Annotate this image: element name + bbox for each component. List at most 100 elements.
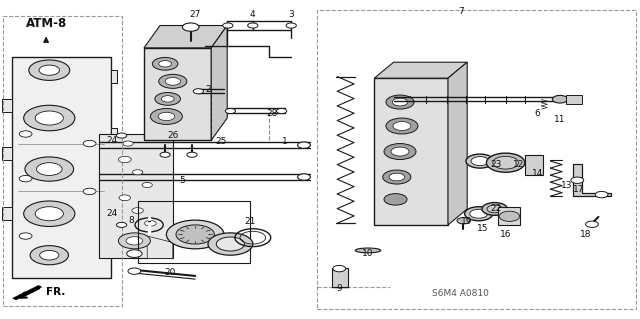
Text: 3: 3 bbox=[289, 10, 294, 19]
Circle shape bbox=[126, 237, 143, 245]
Circle shape bbox=[29, 60, 70, 80]
Circle shape bbox=[30, 246, 68, 265]
Text: 20: 20 bbox=[164, 268, 175, 277]
Circle shape bbox=[286, 23, 296, 28]
Circle shape bbox=[152, 57, 178, 70]
Circle shape bbox=[127, 250, 142, 257]
Bar bbox=[3, 16, 122, 306]
Circle shape bbox=[24, 105, 75, 131]
Circle shape bbox=[40, 250, 59, 260]
Circle shape bbox=[35, 207, 63, 221]
Circle shape bbox=[119, 195, 131, 201]
Polygon shape bbox=[2, 207, 12, 220]
Circle shape bbox=[25, 157, 74, 181]
Circle shape bbox=[487, 205, 502, 213]
Circle shape bbox=[499, 211, 520, 221]
Circle shape bbox=[83, 140, 96, 147]
Circle shape bbox=[116, 222, 127, 227]
Bar bbox=[374, 78, 448, 225]
Text: 16: 16 bbox=[500, 230, 511, 239]
Text: 24: 24 bbox=[106, 209, 118, 218]
Text: 7: 7 bbox=[458, 7, 463, 16]
Bar bbox=[525, 155, 543, 175]
Bar bbox=[138, 201, 250, 263]
Polygon shape bbox=[2, 147, 12, 160]
Circle shape bbox=[159, 61, 172, 67]
Text: 27: 27 bbox=[189, 10, 201, 19]
Circle shape bbox=[486, 153, 525, 172]
Text: 26: 26 bbox=[167, 131, 179, 140]
Text: 15: 15 bbox=[477, 224, 489, 233]
Circle shape bbox=[276, 108, 287, 114]
Text: 17: 17 bbox=[573, 185, 585, 194]
Text: 11: 11 bbox=[554, 115, 566, 124]
Circle shape bbox=[552, 95, 568, 103]
Bar bbox=[566, 95, 582, 104]
Polygon shape bbox=[111, 70, 117, 83]
Text: FR.: FR. bbox=[46, 287, 65, 297]
Circle shape bbox=[166, 220, 224, 249]
Polygon shape bbox=[211, 26, 227, 140]
Text: 12: 12 bbox=[513, 160, 524, 169]
Circle shape bbox=[465, 207, 493, 221]
Circle shape bbox=[176, 225, 214, 244]
Text: 22: 22 bbox=[490, 204, 502, 213]
Circle shape bbox=[160, 152, 170, 157]
Polygon shape bbox=[374, 62, 467, 78]
Text: 23: 23 bbox=[490, 160, 502, 169]
Bar bbox=[144, 48, 211, 140]
Circle shape bbox=[225, 108, 236, 114]
Circle shape bbox=[216, 237, 244, 251]
Circle shape bbox=[457, 218, 470, 224]
Circle shape bbox=[36, 163, 62, 175]
Circle shape bbox=[386, 118, 418, 134]
Text: 2: 2 bbox=[205, 85, 211, 94]
Bar bbox=[12, 57, 111, 278]
Circle shape bbox=[384, 144, 416, 160]
Text: 18: 18 bbox=[580, 230, 591, 239]
Circle shape bbox=[132, 170, 143, 175]
Text: 6: 6 bbox=[535, 109, 540, 118]
Circle shape bbox=[182, 23, 199, 31]
Circle shape bbox=[391, 147, 409, 156]
Bar bbox=[332, 268, 348, 287]
Circle shape bbox=[83, 188, 96, 195]
Text: 1: 1 bbox=[282, 137, 287, 146]
Bar bbox=[317, 10, 636, 309]
Circle shape bbox=[150, 108, 182, 124]
Polygon shape bbox=[573, 164, 611, 196]
Text: 24: 24 bbox=[106, 136, 118, 145]
Text: S6M4 A0810: S6M4 A0810 bbox=[433, 289, 489, 298]
Circle shape bbox=[145, 220, 156, 226]
Circle shape bbox=[333, 265, 346, 272]
Text: 28: 28 bbox=[266, 109, 278, 118]
Text: 21: 21 bbox=[244, 217, 255, 226]
Circle shape bbox=[393, 122, 411, 130]
Circle shape bbox=[586, 221, 598, 227]
Text: 4: 4 bbox=[250, 10, 255, 19]
Circle shape bbox=[19, 233, 32, 239]
Circle shape bbox=[248, 23, 258, 28]
Text: 14: 14 bbox=[532, 169, 543, 178]
Circle shape bbox=[39, 65, 60, 75]
Circle shape bbox=[298, 174, 310, 180]
Circle shape bbox=[193, 89, 204, 94]
Polygon shape bbox=[13, 286, 42, 300]
Circle shape bbox=[392, 98, 408, 106]
Text: 8: 8 bbox=[129, 216, 134, 225]
Circle shape bbox=[128, 268, 141, 274]
Circle shape bbox=[466, 154, 494, 168]
Polygon shape bbox=[448, 62, 467, 225]
Circle shape bbox=[595, 191, 608, 198]
Circle shape bbox=[482, 203, 508, 215]
Circle shape bbox=[298, 142, 310, 148]
Circle shape bbox=[161, 96, 174, 102]
Circle shape bbox=[19, 131, 32, 137]
Circle shape bbox=[470, 209, 488, 218]
Circle shape bbox=[118, 156, 131, 163]
Circle shape bbox=[493, 156, 518, 169]
Text: 25: 25 bbox=[215, 137, 227, 146]
Circle shape bbox=[118, 233, 150, 249]
Circle shape bbox=[123, 141, 133, 146]
Circle shape bbox=[158, 112, 175, 121]
